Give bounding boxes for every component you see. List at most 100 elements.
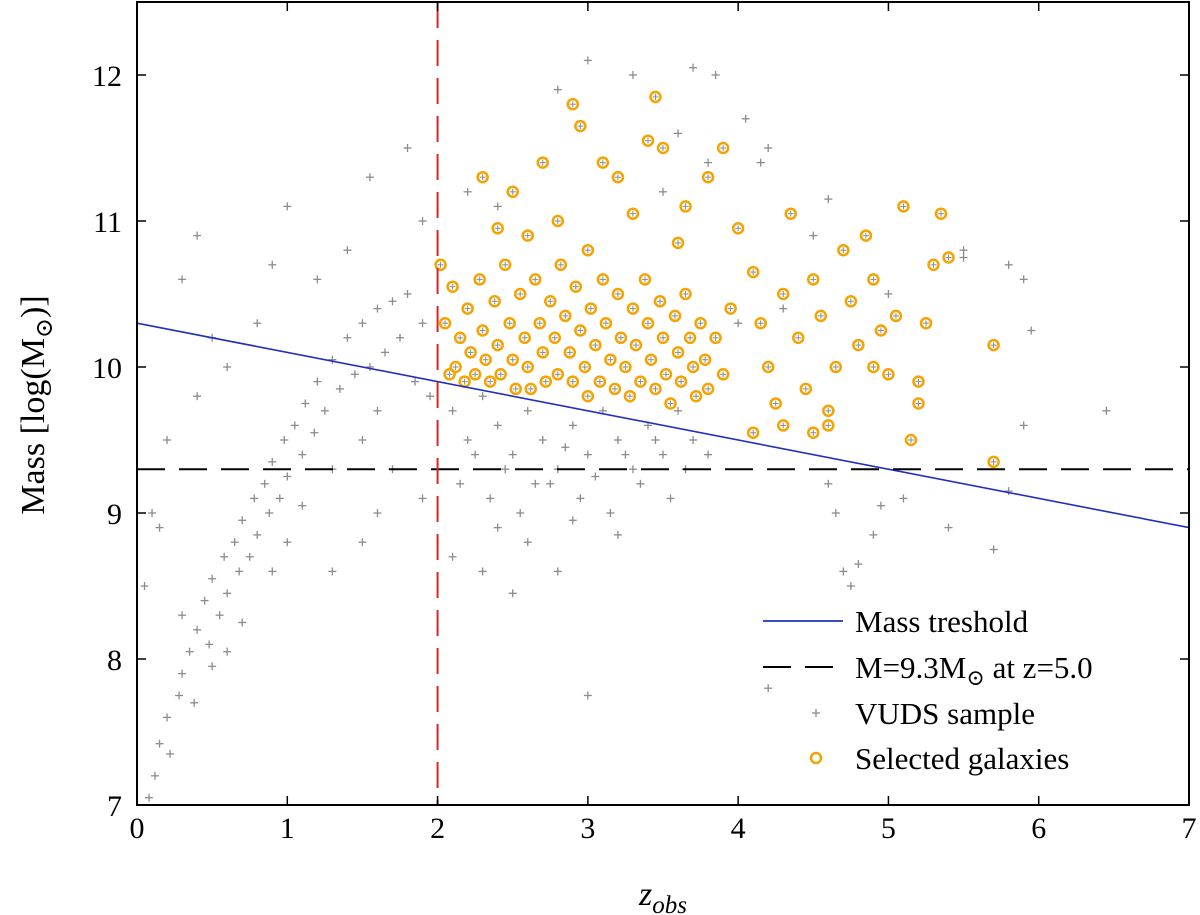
data-layer — [137, 2, 1189, 805]
x-axis-title: zobs — [638, 876, 687, 915]
vuds-point — [674, 406, 683, 415]
selected-point — [554, 258, 568, 272]
selected-point — [852, 338, 865, 352]
vuds-point — [756, 158, 765, 167]
vuds-point — [1027, 326, 1036, 335]
selected-point — [649, 90, 662, 104]
vuds-point — [175, 691, 184, 700]
vuds-point — [531, 479, 540, 488]
vuds-point — [163, 713, 172, 722]
vuds-point — [553, 567, 562, 576]
vuds-point — [205, 640, 214, 649]
selected-point — [659, 368, 673, 381]
vuds-point — [583, 56, 592, 65]
selected-point — [589, 338, 602, 352]
selected-point — [716, 368, 730, 381]
selected-point — [548, 331, 562, 345]
y-axis-title: Mass [log(M⊙)] — [15, 295, 58, 514]
vuds-point — [809, 231, 818, 240]
selected-point — [494, 368, 507, 381]
selected-point — [464, 346, 477, 359]
vuds-point — [193, 625, 202, 634]
selected-point — [934, 207, 948, 220]
vuds-point — [253, 319, 262, 328]
selected-point — [822, 419, 835, 432]
vuds-point — [764, 684, 773, 693]
vuds-point — [178, 275, 187, 284]
vuds-point — [200, 596, 209, 605]
vuds-point — [636, 479, 645, 488]
vuds-point — [418, 319, 427, 328]
vuds-point — [1004, 487, 1013, 496]
vuds-point — [689, 436, 698, 444]
vuds-point — [283, 202, 292, 211]
vuds-point — [508, 450, 517, 459]
selected-point — [942, 251, 955, 264]
vuds-point — [493, 523, 502, 532]
y-axis-title-sun: ⊙ — [32, 318, 58, 338]
vuds-point — [674, 129, 683, 138]
selected-point — [769, 397, 782, 410]
vuds-point — [358, 319, 367, 328]
selected-point — [644, 353, 658, 366]
vuds-point — [411, 377, 420, 386]
vuds-point — [884, 290, 893, 298]
selected-point — [443, 368, 456, 381]
selected-point — [799, 382, 813, 396]
y-axis-title-prefix: Mass [log(M — [15, 338, 52, 515]
vuds-point — [283, 538, 292, 547]
vuds-point — [493, 202, 502, 211]
vuds-point — [388, 297, 397, 306]
selected-point — [626, 207, 640, 220]
selected-point — [837, 243, 850, 257]
selected-point — [776, 419, 790, 432]
vuds-point — [659, 450, 667, 459]
vuds-point — [628, 465, 637, 474]
selected-point — [709, 331, 722, 345]
vuds-point — [666, 494, 675, 503]
selected-point — [679, 287, 692, 301]
vuds-point — [824, 195, 833, 204]
selected-point — [476, 170, 489, 184]
selected-point — [679, 200, 692, 213]
selected-point — [506, 185, 519, 199]
selected-point — [829, 360, 843, 374]
vuds-point — [298, 501, 307, 510]
selected-point — [453, 331, 467, 345]
selected-point — [536, 346, 550, 359]
vuds-point — [478, 567, 487, 576]
vuds-point — [516, 509, 525, 517]
selected-point — [574, 324, 587, 337]
selected-point — [476, 324, 489, 337]
vuds-point — [151, 771, 160, 780]
vuds-point — [178, 669, 187, 678]
selected-point — [506, 353, 519, 366]
vuds-point — [163, 436, 172, 444]
x-tick-label: 1 — [280, 812, 295, 845]
selected-point — [882, 368, 895, 381]
vuds-point — [959, 246, 968, 255]
vuds-point — [538, 436, 547, 444]
selected-point — [468, 368, 482, 381]
selected-point — [593, 375, 607, 388]
selected-point — [731, 222, 745, 235]
selected-point — [536, 156, 550, 169]
y-tick-label: 10 — [92, 352, 122, 385]
selected-point — [656, 141, 670, 155]
selected-point — [671, 236, 685, 250]
vuds-point — [223, 589, 232, 598]
selected-point — [581, 389, 595, 403]
selected-point — [724, 302, 737, 315]
selected-point — [668, 309, 682, 323]
vuds-point — [178, 611, 187, 620]
selected-point — [608, 382, 622, 396]
vuds-point — [358, 538, 367, 547]
selected-point — [641, 134, 655, 147]
selected-point — [449, 360, 462, 374]
plot-background — [137, 2, 1189, 805]
vuds-point — [546, 479, 555, 488]
vuds-point — [230, 538, 239, 547]
vuds-point — [846, 582, 855, 590]
y-tick-label: 9 — [107, 498, 122, 531]
vuds-point — [704, 158, 713, 167]
